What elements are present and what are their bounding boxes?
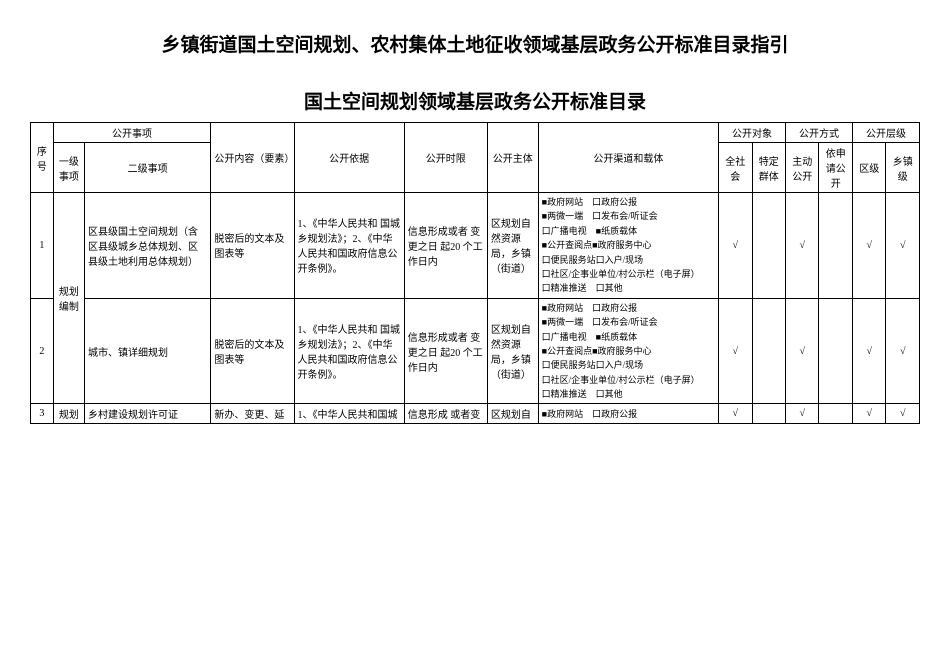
- cell-subject: 区规划自: [487, 404, 538, 424]
- cell-active: √: [786, 404, 819, 424]
- header-district: 区级: [852, 143, 885, 193]
- page-title-2: 国土空间规划领域基层政务公开标准目录: [30, 87, 920, 114]
- header-method: 公开方式: [786, 123, 853, 143]
- cell-all: √: [719, 298, 752, 404]
- cell-district: √: [852, 404, 885, 424]
- cell-apply: [819, 298, 852, 404]
- cell-subject: 区规划自然资源局，乡镇（街道）: [487, 298, 538, 404]
- cell-basis: 1、《中华人民共和国城: [294, 404, 404, 424]
- table-row: 3 规划 乡村建设规划许可证 新办、变更、延 1、《中华人民共和国城 信息形成 …: [31, 404, 920, 424]
- header-town: 乡镇级: [886, 143, 920, 193]
- cell-apply: [819, 193, 852, 299]
- cell-town: √: [886, 193, 920, 299]
- header-apply: 依申请公开: [819, 143, 852, 193]
- header-cat2: 二级事项: [84, 143, 210, 193]
- cell-apply: [819, 404, 852, 424]
- cell-content: 脱密后的文本及图表等: [211, 298, 294, 404]
- cell-basis: 1、《中华人民共和 国城乡规划法》；2、《中华人民共和国政府信息公开条例》。: [294, 298, 404, 404]
- header-level: 公开层级: [852, 123, 919, 143]
- cell-cat2: 乡村建设规划许可证: [84, 404, 210, 424]
- cell-channel: ■政府网站 口政府公报■两微一端 口发布会/听证会口广播电视 ■纸质载体■公开查…: [538, 193, 718, 299]
- page-title-1: 乡镇街道国土空间规划、农村集体土地征收领域基层政务公开标准目录指引: [30, 30, 920, 57]
- header-cat1: 一级事项: [53, 143, 84, 193]
- header-channel: 公开渠道和载体: [538, 123, 718, 193]
- cell-specific: [752, 193, 785, 299]
- cell-subject: 区规划自然资源局，乡镇（街道）: [487, 193, 538, 299]
- cell-active: √: [786, 298, 819, 404]
- cell-seq: 2: [31, 298, 54, 404]
- header-target: 公开对象: [719, 123, 786, 143]
- header-matter: 公开事项: [53, 123, 211, 143]
- header-subject: 公开主体: [487, 123, 538, 193]
- cell-channel: ■政府网站 口政府公报■两微一端 口发布会/听证会口广播电视 ■纸质载体■公开查…: [538, 298, 718, 404]
- cell-cat2: 区县级国土空间规划（含区县级城乡总体规划、区县级土地利用总体规划）: [84, 193, 210, 299]
- header-content: 公开内容（要素）: [211, 123, 294, 193]
- table-row: 1 规划编制 区县级国土空间规划（含区县级城乡总体规划、区县级土地利用总体规划）…: [31, 193, 920, 299]
- cell-cat1: 规划: [53, 404, 84, 424]
- cell-seq: 3: [31, 404, 54, 424]
- header-all: 全社会: [719, 143, 752, 193]
- header-time: 公开时限: [404, 123, 487, 193]
- cell-district: √: [852, 298, 885, 404]
- cell-content: 新办、变更、延: [211, 404, 294, 424]
- cell-channel: ■政府网站 口政府公报: [538, 404, 718, 424]
- cell-district: √: [852, 193, 885, 299]
- cell-time: 信息形成 或者变: [404, 404, 487, 424]
- cell-town: √: [886, 404, 920, 424]
- cell-basis: 1、《中华人民共和 国城乡规划法》；2、《中华人民共和国政府信息公开条例》。: [294, 193, 404, 299]
- header-specific: 特定群体: [752, 143, 785, 193]
- cell-all: √: [719, 193, 752, 299]
- cell-cat1: 规划编制: [53, 193, 84, 404]
- cell-all: √: [719, 404, 752, 424]
- cell-specific: [752, 404, 785, 424]
- cell-specific: [752, 298, 785, 404]
- cell-seq: 1: [31, 193, 54, 299]
- cell-time: 信息形成或者 变更之日 起20 个工作日内: [404, 193, 487, 299]
- header-seq: 序号: [31, 123, 54, 193]
- cell-cat2: 城市、镇详细规划: [84, 298, 210, 404]
- header-active: 主动公开: [786, 143, 819, 193]
- cell-content: 脱密后的文本及图表等: [211, 193, 294, 299]
- table-row: 2 城市、镇详细规划 脱密后的文本及图表等 1、《中华人民共和 国城乡规划法》；…: [31, 298, 920, 404]
- standards-table: 序号 公开事项 公开内容（要素） 公开依据 公开时限 公开主体 公开渠道和载体 …: [30, 122, 920, 424]
- cell-active: √: [786, 193, 819, 299]
- cell-time: 信息形成或者 变更之日 起20 个工作日内: [404, 298, 487, 404]
- cell-town: √: [886, 298, 920, 404]
- header-basis: 公开依据: [294, 123, 404, 193]
